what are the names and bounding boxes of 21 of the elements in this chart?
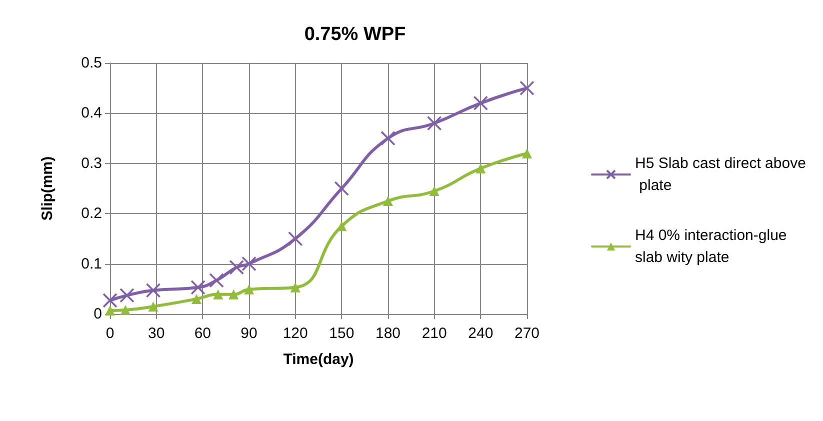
x-tick-label: 90 bbox=[240, 325, 258, 342]
x-tick-label: 120 bbox=[282, 325, 308, 342]
x-tick-label: 0 bbox=[106, 325, 114, 342]
chart-title: 0.75% WPF bbox=[304, 24, 406, 45]
y-tick-label: 0.5 bbox=[81, 54, 102, 72]
x-axis-title: Time(day) bbox=[283, 351, 354, 368]
y-tick-label: 0 bbox=[94, 306, 102, 322]
y-tick-label: 0.4 bbox=[81, 104, 102, 122]
legend-label: H5 Slab cast direct above plate bbox=[635, 155, 806, 194]
x-tick-label: 240 bbox=[468, 325, 494, 342]
y-axis-title: Slip(mm) bbox=[39, 156, 56, 221]
x-tick-label: 30 bbox=[148, 325, 165, 342]
x-tick-label: 60 bbox=[194, 325, 212, 342]
x-tick-label: 180 bbox=[375, 325, 401, 342]
y-tick-label: 0.1 bbox=[81, 255, 102, 272]
legend-label: H4 0% interaction-glue slab wity plate bbox=[635, 227, 791, 266]
x-tick-label: 270 bbox=[514, 325, 540, 342]
y-tick-label: 0.2 bbox=[81, 205, 102, 222]
x-tick-label: 150 bbox=[329, 325, 354, 342]
x-tick-label: 210 bbox=[422, 325, 447, 342]
y-tick-label: 0.3 bbox=[81, 154, 102, 172]
